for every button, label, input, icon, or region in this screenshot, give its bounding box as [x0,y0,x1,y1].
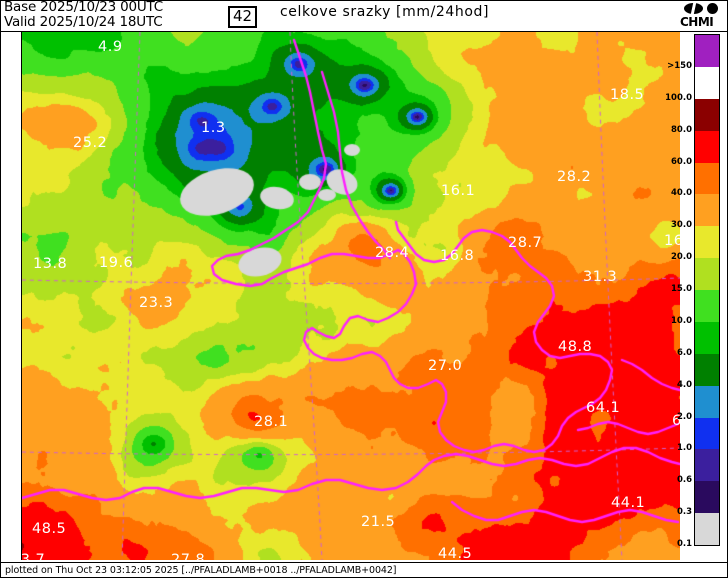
colorbar-tick: 20.0 [671,252,692,263]
colorbar-tick: 4.0 [676,379,692,390]
plot-metadata-text: plotted on Thu Oct 23 03:12:05 2025 [../… [5,565,397,576]
valid-time-line: Valid 2025/10/24 18UTC [4,14,163,30]
chmi-logo-mark [678,1,722,15]
colorbar-tick: 15.0 [671,284,692,294]
base-time-line: Base 2025/10/23 00UTC [4,0,164,15]
colorbar-tick-labels: >150 100.0 80.0 60.0 40.0 30.0 20.0 15.0 10.0 6.0… [662,34,694,549]
forecast-step-box: 42 [228,6,258,28]
colorbar-swatch [695,35,719,67]
colorbar-swatch [695,162,719,195]
colorbar-swatch [695,385,719,418]
colorbar-tick: 80.0 [671,124,692,135]
colorbar-tick: 0.1 [676,539,692,549]
map-left-margin [0,32,22,560]
logo-dot-icon [707,3,718,14]
header-bar: Base 2025/10/23 00UTC Valid 2025/10/24 1… [0,0,728,32]
colorbar-tick: 0.6 [676,475,692,486]
colorbar-tick: 0.3 [676,507,692,518]
colorbar-swatch [695,449,719,482]
colorbar-tick: 1.0 [676,443,692,454]
colorbar-swatch [695,353,719,386]
colorbar-tick: 100.0 [665,92,692,103]
colorbar-swatch [695,66,719,99]
colorbar-swatch [695,226,719,259]
colorbar[interactable] [694,34,720,546]
page-title: celkove srazky [mm/24hod] [280,4,490,20]
colorbar-swatch [695,290,719,322]
colorbar-tick: 2.0 [676,411,692,422]
colorbar-tick: 60.0 [671,156,692,167]
colorbar-swatch [695,194,719,227]
colorbar-swatch [695,130,719,163]
forecast-times: Base 2025/10/23 00UTC Valid 2025/10/24 1… [4,0,163,30]
colorbar-swatch [695,513,719,545]
colorbar-tick: 6.0 [676,347,692,358]
colorbar-swatch [695,321,719,354]
chmi-logo: CHMI [678,1,722,31]
map-area: 4.9 25.2 1.3 18.5 16.1 28.2 13.8 19.6 28.4 16.8 28… [0,32,728,566]
chmi-logo-text: CHMI [680,15,714,29]
colorbar-swatch [695,98,719,131]
colorbar-tick: >150 [667,60,692,71]
colorbar-swatch [695,481,719,514]
colorbar-tick: 30.0 [671,220,692,231]
footer-bar: plotted on Thu Oct 23 03:12:05 2025 [../… [0,562,728,578]
colorbar-swatch [695,417,719,450]
colorbar-swatch [695,258,719,290]
precipitation-field[interactable] [22,32,680,560]
colorbar-tick: 10.0 [671,315,692,326]
colorbar-tick: 40.0 [671,188,692,199]
